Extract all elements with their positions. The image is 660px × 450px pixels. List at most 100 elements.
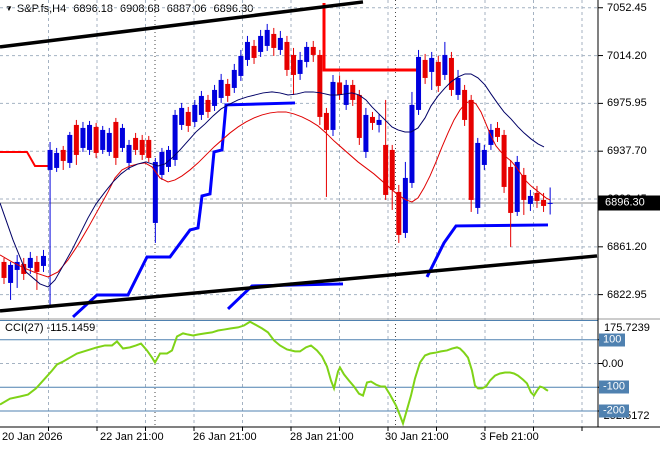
candle-bull: [514, 161, 520, 212]
candle-bull: [547, 202, 553, 204]
candle-bear: [501, 134, 507, 187]
candle-bull: [27, 257, 33, 268]
chart-title: ▼ S&P.fs,H4 6896.18 6908.68 6887.06 6896.30: [5, 3, 253, 15]
candle-bear: [60, 149, 66, 161]
support-step-line: [226, 282, 344, 311]
candle-bull: [277, 37, 283, 50]
candle-bear: [356, 94, 362, 138]
resistance-step-line: [322, 2, 419, 72]
support-step-line: [425, 223, 549, 278]
candle-bear: [205, 99, 211, 112]
candle-bull: [212, 89, 218, 106]
candle-bull: [152, 161, 158, 223]
candle-bull: [218, 79, 224, 98]
low-value: 6887.06: [166, 3, 207, 15]
candle-bull: [100, 129, 106, 150]
candle-bull: [8, 264, 14, 283]
candle-bull: [47, 149, 53, 170]
candle-bull: [481, 149, 487, 165]
candle-bear: [541, 199, 547, 206]
chevron-down-icon: ▼: [5, 4, 13, 13]
candle-bear: [323, 112, 329, 130]
candle-bear: [508, 166, 514, 213]
candle-bull: [376, 119, 382, 125]
candle-bear: [534, 192, 540, 201]
candle-bull: [527, 195, 533, 204]
candle-bull: [192, 104, 198, 122]
candle-bull: [166, 149, 171, 167]
candle-bear: [34, 261, 40, 272]
candle-bull: [264, 29, 270, 46]
candle-bull: [80, 127, 86, 148]
ma-slow-red-line: [0, 100, 551, 278]
trendline: [0, 0, 364, 49]
candle-bull: [343, 84, 349, 105]
candle-bear: [73, 124, 79, 155]
candle-bull: [488, 129, 494, 145]
high-value: 6908.68: [120, 3, 160, 15]
candle-bull: [198, 95, 204, 115]
candle-bear: [521, 174, 527, 200]
candle-bear: [139, 139, 145, 155]
candle-bull: [238, 55, 244, 76]
candle-bull: [244, 41, 250, 60]
open-value: 6896.18: [73, 3, 114, 15]
candle-bear: [389, 149, 395, 190]
candle-bull: [442, 54, 448, 75]
candle-bear: [185, 111, 191, 126]
trendline: [0, 254, 598, 313]
candle-bull: [475, 142, 481, 208]
support-step-line: [71, 101, 296, 319]
candle-bear: [291, 54, 297, 75]
ma-fast-navy-line: [0, 73, 545, 288]
candle-bear: [21, 263, 27, 274]
candle-bull: [40, 255, 46, 266]
candle-bear: [133, 137, 139, 150]
candle-bear: [448, 57, 454, 90]
cci-indicator-line: [0, 320, 549, 427]
candle-bear: [383, 144, 389, 195]
candle-bull: [455, 77, 461, 95]
candle-bull: [416, 56, 422, 110]
candle-bull: [14, 261, 20, 270]
candle-bull: [159, 151, 165, 175]
candle-bull: [258, 35, 264, 52]
candle-bull: [126, 144, 132, 163]
candle-bear: [369, 116, 375, 123]
candle-bull: [54, 152, 60, 168]
candle-bear: [251, 45, 257, 58]
candle-bear: [271, 33, 277, 48]
candle-bull: [119, 127, 125, 148]
candle-bear: [146, 139, 152, 158]
candle-bull: [409, 104, 415, 183]
candle-bull: [429, 57, 435, 72]
candle-bull: [106, 132, 112, 152]
candle-bull: [67, 134, 73, 163]
candle-bear: [468, 99, 474, 200]
candle-bear: [310, 46, 316, 55]
candle-bull: [297, 59, 303, 74]
candle-bull: [172, 114, 178, 160]
candle-bear: [350, 84, 356, 100]
close-value: 6896.30: [213, 3, 254, 15]
candle-bear: [113, 121, 119, 158]
symbol-period-label: S&P.fs,H4: [16, 3, 67, 15]
candle-bull: [402, 177, 408, 233]
resistance-step-line: [0, 150, 51, 167]
candle-bull: [87, 124, 93, 150]
candle-bull: [179, 107, 185, 125]
candle-bull: [231, 69, 237, 88]
candle-bear: [1, 261, 7, 278]
candle-bear: [337, 82, 343, 95]
indicator-label: CCI(27) -115.1459: [5, 322, 96, 334]
candle-bear: [435, 61, 441, 86]
candle-bear: [317, 54, 323, 117]
candle-bear: [284, 41, 290, 70]
candle-bear: [495, 127, 500, 137]
candle-bull: [363, 114, 369, 152]
candle-bear: [396, 191, 402, 235]
candle-bear: [93, 126, 99, 153]
candle-bear: [422, 59, 428, 78]
